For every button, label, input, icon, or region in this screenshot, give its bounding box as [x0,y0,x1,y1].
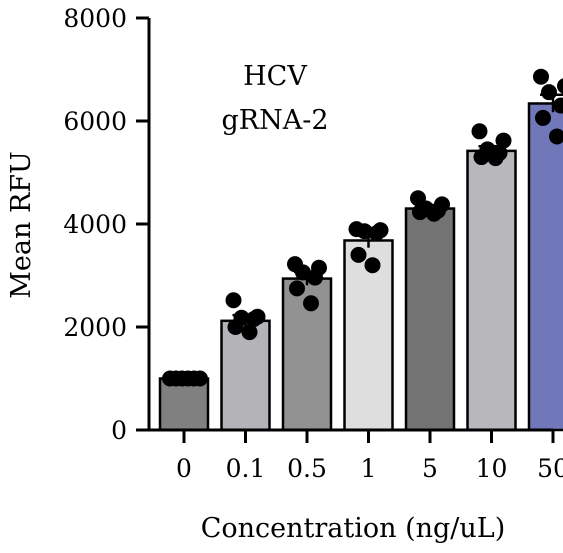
data-point [350,246,367,263]
data-point [487,150,504,167]
annotation-line-2: gRNA-2 [221,105,328,136]
x-tick-label: 0 [176,454,192,483]
data-points [162,68,563,387]
axes [136,16,555,443]
data-point [557,78,563,94]
data-point [533,68,549,85]
data-point [241,324,258,341]
bar-50 [527,102,563,432]
data-point [368,225,385,242]
data-point [307,269,323,286]
data-point [303,295,319,312]
data-point [289,280,305,297]
data-point [473,149,490,166]
y-tick-label: 6000 [63,107,127,136]
y-axis-title: Mean RFU [6,151,37,299]
x-tick-label: 50 [537,454,563,483]
data-point [295,264,311,281]
x-tick-label: 1 [361,454,377,483]
data-point [192,370,208,387]
tick-labels: 0 2000 4000 6000 8000 0 0.1 0.5 1 5 10 50 [63,4,563,483]
data-point [227,319,244,335]
x-tick-label: 0.5 [287,454,327,483]
data-point [364,257,381,274]
data-point [356,223,373,240]
x-tick-label: 10 [476,454,508,483]
data-point [225,292,242,309]
bar-10 [466,149,517,432]
data-point [541,84,557,101]
data-point [535,109,551,126]
y-tick-label: 4000 [63,210,127,239]
data-point [549,128,563,145]
data-point [553,97,563,114]
data-point [471,123,488,140]
x-tick-label: 5 [422,454,438,483]
bar-5 [404,207,456,432]
y-tick-label: 2000 [63,313,127,342]
y-tick-label: 8000 [63,4,127,33]
annotation-line-1: HCV [243,61,307,92]
bar-1 [343,239,394,432]
data-point [245,311,262,328]
y-tick-label: 0 [111,416,127,445]
data-point [426,205,442,222]
x-axis-title: Concentration (ng/uL) [201,513,506,544]
data-point [412,204,428,221]
x-tick-label: 0.1 [226,454,266,483]
data-point [495,132,512,149]
